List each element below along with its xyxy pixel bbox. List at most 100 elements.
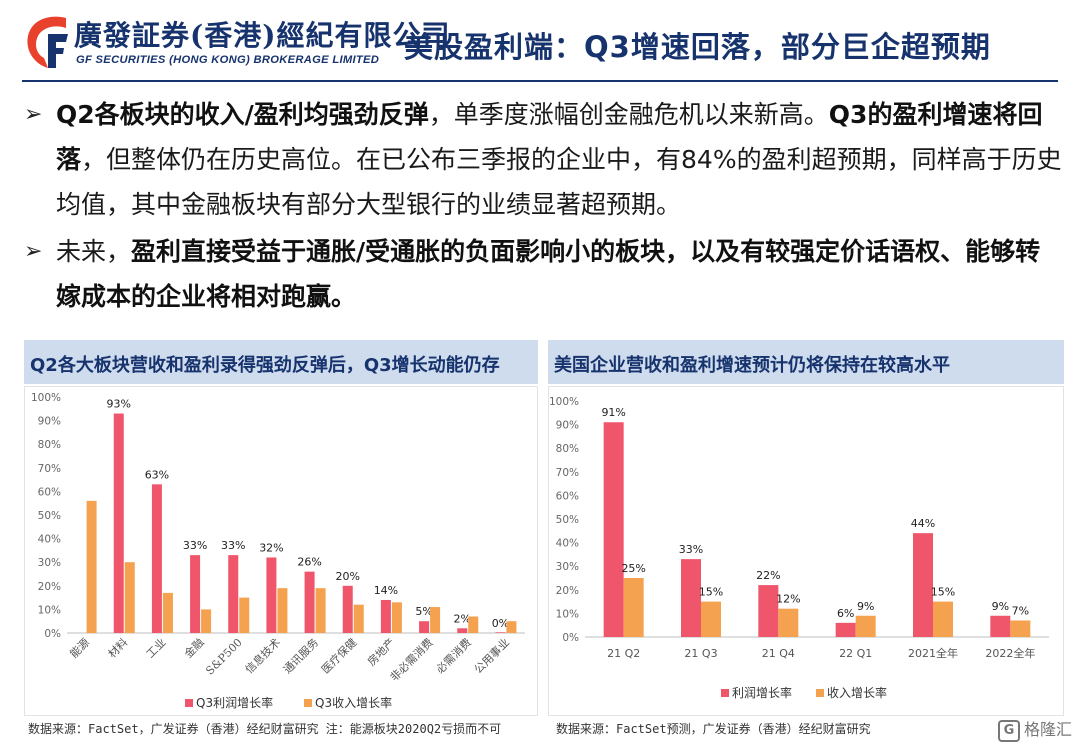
data-label: 33% xyxy=(183,539,207,552)
bar-profit xyxy=(266,557,277,633)
bar-revenue xyxy=(623,578,644,637)
y-tick-label: 40% xyxy=(556,538,579,550)
bar-profit xyxy=(380,599,391,633)
y-tick-label: 20% xyxy=(556,585,579,597)
y-tick-label: 0% xyxy=(562,632,579,644)
bullet-1-seg-3: Q3的盈利增速将回落 xyxy=(56,100,1043,174)
y-tick-label: 100% xyxy=(549,396,579,408)
bar-profit xyxy=(495,632,506,633)
x-tick-label: 能源 xyxy=(67,635,92,660)
header: 廣發証券(香港)經紀有限公司 GF SECURITIES (HONG KONG)… xyxy=(0,0,1080,84)
data-label: 15% xyxy=(931,586,955,599)
y-tick-label: 20% xyxy=(38,581,61,593)
data-label: 12% xyxy=(776,593,800,606)
data-label: 33% xyxy=(679,543,703,556)
data-label: 9% xyxy=(857,600,874,613)
sector-growth-chart: 0% 10% 20% 30% 40% 50% 60% 70% 80% 90% 100% 能源 93% 材料… xyxy=(31,392,525,710)
y-tick-label: 30% xyxy=(38,557,61,569)
bar-revenue xyxy=(201,609,212,633)
data-label: 22% xyxy=(756,569,780,582)
bar-revenue xyxy=(506,621,517,633)
legend-label: Q3利润增长率 xyxy=(196,695,273,710)
data-label: 25% xyxy=(621,562,645,575)
forecast-growth-chart: 0% 10% 20% 30% 40% 50% 60% 70% 80% 90% 100% 91% 25% 2… xyxy=(549,396,1049,700)
x-tick-label: 必需消费 xyxy=(433,635,474,676)
bar-profit xyxy=(113,413,124,633)
legend-label: Q3收入增长率 xyxy=(315,695,392,710)
bar-profit xyxy=(990,615,1011,637)
x-tick-label: 通讯服务 xyxy=(281,636,321,676)
bar-revenue xyxy=(468,616,479,633)
y-tick-label: 90% xyxy=(556,420,579,432)
bullet-item-1: ➢ Q2各板块的收入/盈利均强劲反弹，单季度涨幅创金融危机以来新高。Q3的盈利增… xyxy=(22,92,1062,227)
bullet-item-2: ➢ 未来，盈利直接受益于通胀/受通胀的负面影响小的板块，以及有较强定价话语权、能… xyxy=(22,229,1062,319)
legend-swatch-profit xyxy=(185,699,193,707)
data-label: 5% xyxy=(415,605,432,618)
bar-revenue xyxy=(162,592,173,633)
y-tick-label: 80% xyxy=(38,439,61,451)
bullet-2-seg-1: 未来， xyxy=(56,237,132,266)
gf-logo-icon xyxy=(27,16,68,68)
y-tick-label: 60% xyxy=(38,486,61,498)
data-label: 91% xyxy=(601,406,625,419)
logo-english-name: GF SECURITIES (HONG KONG) BROKERAGE LIMI… xyxy=(76,54,380,66)
bar-revenue xyxy=(239,597,250,633)
page-title: 美股盈利端：Q3增速回落，部分巨企超预期 xyxy=(404,30,991,64)
bar-profit xyxy=(304,571,315,633)
bar-revenue xyxy=(933,601,953,637)
y-tick-label: 10% xyxy=(38,604,61,616)
y-tick-label: 50% xyxy=(38,510,61,522)
bar-profit xyxy=(457,628,468,633)
bar-profit xyxy=(228,555,239,633)
bar-revenue xyxy=(277,588,288,633)
right-panel-title: 美国企业营收和盈利增速预计仍将保持在较高水平 xyxy=(554,355,950,376)
right-chart-panel: 美国企业营收和盈利增速预计仍将保持在较高水平 0% 10% 20% 30% 40% 50%… xyxy=(548,340,1064,716)
y-tick-label: 10% xyxy=(556,608,579,620)
data-label: 20% xyxy=(336,570,360,583)
bar-profit xyxy=(835,622,856,637)
bar-revenue xyxy=(353,604,364,633)
data-label: 33% xyxy=(221,539,245,552)
y-tick-label: 40% xyxy=(38,534,61,546)
bullet-list: ➢ Q2各板块的收入/盈利均强劲反弹，单季度涨幅创金融危机以来新高。Q3的盈利增… xyxy=(22,92,1062,319)
bar-revenue xyxy=(124,562,135,633)
y-tick-label: 0% xyxy=(44,628,61,640)
y-tick-label: 100% xyxy=(31,392,61,404)
x-tick-label: 22 Q1 xyxy=(839,647,872,660)
header-divider xyxy=(22,80,1058,82)
legend-swatch-profit xyxy=(721,689,729,697)
left-panel-header: Q2各大板块营收和盈利录得强劲反弹后，Q3增长动能仍存 xyxy=(24,340,538,386)
bar-revenue xyxy=(86,500,97,633)
legend-swatch-revenue xyxy=(816,689,824,697)
x-tick-label: 材料 xyxy=(105,635,130,660)
right-panel-header: 美国企业营收和盈利增速预计仍将保持在较高水平 xyxy=(548,340,1064,386)
legend-label: 利润增长率 xyxy=(732,685,792,700)
y-tick-label: 70% xyxy=(556,467,579,479)
left-panel-title: Q2各大板块营收和盈利录得强劲反弹后，Q3增长动能仍存 xyxy=(30,355,500,376)
bar-profit xyxy=(913,533,933,637)
bar-profit xyxy=(342,585,353,633)
bar-revenue xyxy=(778,608,799,637)
bar-profit xyxy=(758,585,779,637)
right-footer-source: 数据来源：FactSet预测，广发证券（香港）经纪财富研究 xyxy=(556,722,871,736)
data-label: 9% xyxy=(992,600,1009,613)
bullet-2-seg-2: 盈利直接受益于通胀/受通胀的负面影响小的板块，以及有较强定价话语权、能够转嫁成本… xyxy=(56,237,1041,311)
y-tick-label: 60% xyxy=(556,490,579,502)
legend-swatch-revenue xyxy=(304,699,312,707)
data-label: 7% xyxy=(1012,604,1029,617)
bullet-1-seg-4: ，但整体仍在历史高位。在已公布三季报的企业中，有84%的盈利超预期，同样高于历史… xyxy=(56,145,1062,219)
x-tick-label: 21 Q2 xyxy=(607,647,640,660)
bar-profit xyxy=(603,422,624,637)
watermark-logo-icon: G xyxy=(998,719,1020,742)
data-label: 63% xyxy=(145,468,169,481)
x-tick-label: 金融 xyxy=(181,635,206,660)
data-label: 32% xyxy=(259,541,283,554)
x-tick-label: 21 Q3 xyxy=(684,647,717,660)
x-tick-label: 工业 xyxy=(144,636,169,661)
legend-label: 收入增长率 xyxy=(827,685,887,700)
x-tick-label: 2022全年 xyxy=(985,646,1035,660)
data-label: 6% xyxy=(837,607,854,620)
data-label: 15% xyxy=(699,586,723,599)
y-tick-label: 70% xyxy=(38,463,61,475)
x-tick-label: S&P500 xyxy=(203,636,245,678)
